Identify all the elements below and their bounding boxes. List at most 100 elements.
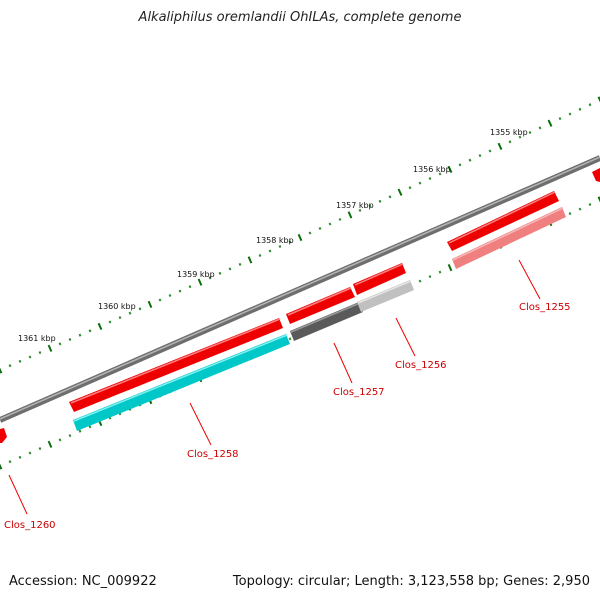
outer-tick bbox=[208, 276, 212, 280]
outer-tick bbox=[497, 142, 503, 151]
outer-tick bbox=[228, 267, 232, 271]
outer-tick bbox=[478, 154, 482, 158]
outer-tick bbox=[578, 107, 582, 111]
inner-tick bbox=[438, 270, 442, 274]
outer-tick bbox=[78, 333, 82, 337]
outer-tick bbox=[347, 211, 353, 219]
gene-label-clos-1255[interactable]: Clos_1255 bbox=[519, 302, 571, 313]
outer-tick bbox=[488, 149, 492, 153]
inner-tick bbox=[288, 337, 292, 341]
outer-tick bbox=[338, 217, 342, 221]
gene-label-clos-1258[interactable]: Clos_1258 bbox=[187, 449, 239, 460]
inner-tick bbox=[58, 438, 62, 442]
cds-arrow-fwd-6[interactable] bbox=[592, 168, 600, 182]
outer-tick bbox=[128, 311, 132, 315]
outer-tick bbox=[58, 342, 62, 346]
outer-tick bbox=[118, 316, 122, 320]
inner-tick bbox=[47, 440, 53, 448]
cds-arrow-fwd-2[interactable] bbox=[69, 318, 283, 412]
inner-tick bbox=[418, 279, 422, 283]
inner-tick bbox=[0, 463, 3, 470]
genome-backbone bbox=[0, 155, 600, 423]
outer-tick bbox=[378, 199, 382, 203]
kbp-labels: 1355 kbp 1356 kbp 1357 kbp 1358 kbp 1359… bbox=[18, 128, 528, 343]
outer-tick bbox=[308, 231, 312, 235]
inner-tick bbox=[68, 434, 72, 438]
outer-tick bbox=[47, 344, 53, 352]
outer-tick bbox=[428, 176, 432, 181]
outer-tick bbox=[458, 163, 462, 167]
outer-tick bbox=[268, 249, 272, 253]
outer-tick bbox=[597, 96, 600, 103]
cds-bar-clos-1255[interactable] bbox=[452, 207, 566, 269]
gene-label-clos-1260[interactable]: Clos_1260 bbox=[4, 520, 56, 531]
outer-tick bbox=[97, 322, 103, 331]
map-title: Alkaliphilus oremlandii OhILAs, complete… bbox=[138, 10, 462, 25]
inner-tick bbox=[38, 447, 42, 451]
outer-tick bbox=[88, 329, 92, 333]
inner-tick bbox=[88, 425, 92, 429]
outer-tick bbox=[318, 226, 322, 231]
outer-tick bbox=[0, 367, 3, 374]
cds-arrow-fwd-4[interactable] bbox=[353, 263, 406, 295]
cds-arrow-fwd-5[interactable] bbox=[447, 191, 559, 251]
genome-summary: Topology: circular; Length: 3,123,558 bp… bbox=[232, 574, 590, 589]
gene-label-leaders bbox=[8, 259, 541, 515]
cds-arrow-fwd-1[interactable] bbox=[0, 428, 7, 443]
cds-bar-clos-1258[interactable] bbox=[73, 334, 290, 431]
kbp-label-1357: 1357 kbp bbox=[336, 201, 374, 210]
gene-label-clos-1256[interactable]: Clos_1256 bbox=[395, 360, 447, 371]
outer-tick bbox=[68, 337, 72, 342]
outer-tick bbox=[588, 103, 592, 107]
outer-tick bbox=[528, 130, 532, 135]
outer-tick bbox=[28, 355, 32, 359]
cds-arrow-fwd-3[interactable] bbox=[286, 287, 355, 324]
cds-bar-clos-1256[interactable] bbox=[357, 280, 414, 312]
inner-tick bbox=[597, 196, 600, 203]
reverse-cds-lane bbox=[73, 207, 566, 431]
outer-tick bbox=[38, 351, 42, 355]
outer-tick bbox=[518, 135, 522, 139]
outer-tick bbox=[278, 244, 282, 249]
outer-tick bbox=[158, 298, 162, 302]
outer-tick bbox=[547, 119, 553, 127]
kbp-label-1355: 1355 kbp bbox=[490, 128, 528, 137]
accession-label: Accession: NC_009922 bbox=[9, 574, 157, 589]
inner-tick bbox=[18, 455, 22, 459]
cds-bar-clos-1257[interactable] bbox=[290, 302, 363, 341]
outer-tick bbox=[397, 188, 403, 196]
outer-tick bbox=[538, 126, 542, 130]
inner-tick bbox=[588, 202, 592, 207]
outer-tick bbox=[218, 271, 222, 275]
outer-tick bbox=[328, 222, 332, 226]
outer-tick bbox=[247, 256, 253, 264]
outer-tick bbox=[108, 320, 112, 324]
outer-tick bbox=[147, 300, 153, 309]
outer-tick bbox=[288, 240, 292, 244]
outer-tick bbox=[568, 112, 572, 116]
outer-tick bbox=[468, 158, 472, 162]
outer-tick bbox=[358, 208, 362, 212]
outer-tick bbox=[418, 181, 422, 185]
outer-tick bbox=[188, 285, 192, 289]
kbp-label-1361: 1361 kbp bbox=[18, 334, 56, 343]
outer-tick bbox=[197, 278, 203, 286]
outer-tick bbox=[18, 359, 22, 363]
outer-tick bbox=[178, 289, 182, 293]
kbp-label-1360: 1360 kbp bbox=[98, 302, 136, 311]
kbp-label-1356: 1356 kbp bbox=[413, 165, 451, 174]
inner-tick bbox=[568, 212, 572, 216]
outer-tick-ring bbox=[0, 96, 600, 374]
gene-labels: Clos_1255 Clos_1256 Clos_1257 Clos_1258 … bbox=[4, 302, 571, 531]
outer-tick bbox=[238, 262, 242, 266]
outer-tick bbox=[368, 204, 372, 208]
inner-tick bbox=[428, 275, 432, 279]
outer-tick bbox=[508, 140, 512, 144]
inner-tick bbox=[8, 460, 12, 464]
gene-label-clos-1257[interactable]: Clos_1257 bbox=[333, 387, 385, 398]
outer-tick bbox=[8, 364, 12, 368]
outer-tick bbox=[168, 293, 172, 298]
outer-tick bbox=[388, 195, 392, 199]
inner-tick bbox=[28, 451, 32, 455]
